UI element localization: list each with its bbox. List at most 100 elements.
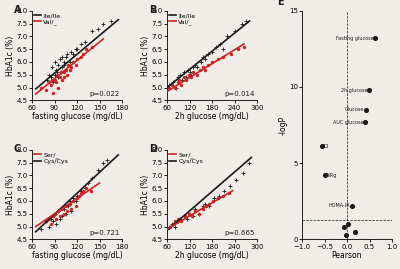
Point [186,212,192,216]
Point [240,171,246,175]
Point [51,212,58,216]
Point [53,222,59,226]
Point [68,207,74,211]
Y-axis label: -logP: -logP [278,115,288,135]
Point [202,201,208,206]
Point [95,27,101,31]
Point [173,86,180,90]
Point [220,47,226,51]
Point [205,52,212,56]
Point [80,189,86,193]
Point [192,209,198,213]
Point [38,86,44,90]
Point [166,83,172,87]
Text: DI: DI [324,144,329,149]
Point [42,88,49,92]
Point [241,44,247,49]
Point [196,212,202,216]
Point [50,214,56,218]
Point [55,209,62,213]
Point [372,36,378,40]
Point [68,65,74,69]
Point [95,168,101,172]
Point [200,204,206,208]
Point [54,70,60,75]
Point [53,80,59,85]
Text: AIRg: AIRg [326,173,337,178]
Text: p=0.014: p=0.014 [224,91,254,97]
Point [343,233,349,237]
Point [55,62,62,67]
Point [57,70,64,75]
Point [190,65,196,69]
Point [216,194,222,198]
Point [182,214,188,218]
Point [206,201,212,206]
Point [50,219,56,224]
Point [49,65,56,69]
Y-axis label: HbA1c (%): HbA1c (%) [141,175,150,215]
Point [181,75,187,80]
Point [53,217,59,221]
Point [49,78,56,82]
X-axis label: fasting glucose (mg/dL): fasting glucose (mg/dL) [32,112,122,121]
Point [192,62,198,67]
Point [209,60,215,64]
Point [181,214,187,218]
Point [170,222,176,226]
Text: C: C [14,144,21,154]
Point [214,196,221,201]
Point [60,70,67,75]
Point [190,70,196,75]
Point [179,78,185,82]
Point [210,199,216,203]
X-axis label: 2h glucose (mg/dL): 2h glucose (mg/dL) [175,112,249,121]
Point [64,52,70,56]
Point [200,55,206,59]
Text: A: A [14,5,22,15]
Y-axis label: HbA1c (%): HbA1c (%) [141,36,150,76]
Point [200,65,206,69]
Point [59,55,65,59]
Point [175,217,182,221]
Point [166,86,172,90]
Point [183,217,190,221]
Point [341,225,348,229]
Point [68,49,74,54]
Point [51,212,58,216]
Point [66,68,73,72]
Point [168,222,175,226]
Text: p=0.665: p=0.665 [224,230,254,236]
Text: E: E [277,0,284,7]
Point [57,70,64,75]
Text: B: B [149,5,156,15]
Point [188,75,194,80]
Point [75,194,82,198]
Point [235,47,242,51]
Point [60,212,67,216]
Point [66,199,73,203]
Point [104,158,110,162]
Point [189,214,196,218]
Point [55,209,62,213]
Point [87,189,94,193]
Point [201,57,208,62]
Point [56,214,63,218]
Point [228,52,234,56]
Point [59,207,65,211]
Point [55,75,62,80]
Point [74,196,80,201]
Point [89,29,95,33]
Point [189,214,195,218]
Point [45,80,52,85]
Point [242,19,249,23]
Point [239,22,245,26]
Point [65,204,71,208]
Point [89,176,95,180]
Y-axis label: HbA1c (%): HbA1c (%) [6,175,15,215]
Point [38,227,44,231]
Point [78,55,84,59]
Legend: Ile/Ile, Val/_: Ile/Ile, Val/_ [33,12,61,26]
Point [345,222,351,226]
Point [216,42,223,46]
